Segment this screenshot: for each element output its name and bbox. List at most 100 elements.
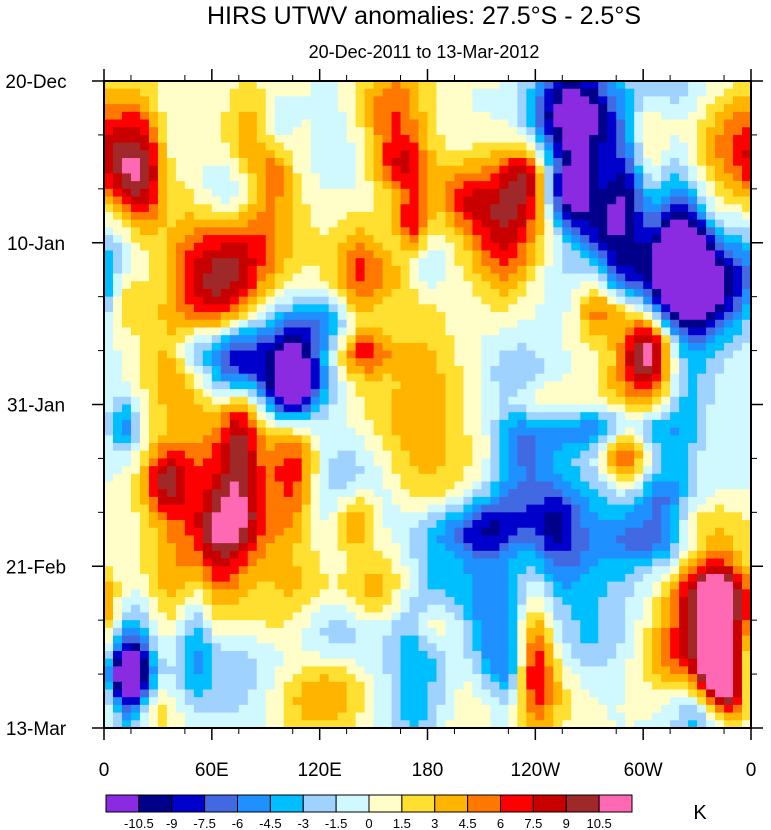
field-cell [202, 373, 213, 382]
field-cell [724, 181, 734, 190]
field-cell [310, 543, 321, 552]
field-cell [328, 427, 339, 436]
field-cell [499, 196, 509, 205]
field-cell [562, 158, 572, 167]
field-cell [283, 211, 294, 221]
field-cell [562, 527, 572, 536]
field-cell [517, 604, 527, 613]
field-cell [157, 273, 168, 282]
field-cell [697, 111, 707, 120]
field-cell [508, 335, 518, 344]
field-cell [220, 219, 231, 228]
field-cell [553, 296, 563, 305]
field-cell [454, 173, 464, 182]
field-cell [688, 512, 698, 521]
field-cell [301, 188, 312, 197]
field-cell [724, 250, 734, 259]
field-cell [742, 181, 752, 190]
field-cell [382, 258, 392, 267]
field-cell [166, 111, 177, 120]
field-cell [184, 319, 195, 328]
field-cell [472, 489, 482, 498]
field-cell [364, 281, 374, 290]
field-cell [247, 88, 258, 97]
field-cell [292, 481, 303, 490]
field-cell [490, 127, 500, 136]
field-cell [580, 504, 590, 513]
field-cell [112, 111, 123, 120]
field-cell [175, 589, 186, 598]
field-cell [301, 304, 312, 313]
field-cell [175, 404, 186, 413]
field-cell [463, 543, 473, 552]
field-cell [130, 581, 141, 590]
field-cell [112, 358, 123, 367]
field-cell [535, 496, 545, 506]
field-cell [175, 235, 186, 244]
field-cell [544, 142, 554, 151]
field-cell [688, 443, 698, 452]
field-cell [634, 211, 644, 221]
field-cell [598, 281, 608, 290]
field-cell [544, 581, 554, 590]
field-cell [157, 211, 168, 221]
field-cell [544, 104, 554, 113]
field-cell [598, 104, 608, 113]
field-cell [679, 173, 689, 182]
field-cell [238, 81, 249, 90]
field-cell [355, 342, 365, 351]
field-cell [130, 88, 141, 97]
field-cell [202, 119, 213, 128]
field-cell [121, 188, 132, 197]
field-cell [724, 558, 734, 567]
field-cell [175, 412, 186, 421]
field-cell [400, 396, 410, 405]
field-cell [427, 96, 437, 105]
field-cell [490, 581, 500, 590]
field-cell [328, 412, 339, 421]
field-cell [301, 219, 312, 228]
field-cell [175, 550, 186, 559]
field-cell [490, 335, 500, 344]
field-cell [490, 281, 500, 290]
field-cell [229, 196, 240, 205]
field-cell [337, 242, 348, 251]
field-cell [508, 211, 518, 221]
field-cell [310, 466, 321, 475]
field-cell [499, 296, 509, 305]
field-cell [724, 481, 734, 490]
field-cell [301, 450, 312, 459]
field-cell [238, 119, 249, 128]
field-cell [517, 373, 527, 382]
field-cell [175, 365, 186, 375]
field-cell [310, 127, 321, 136]
field-cell [652, 119, 662, 128]
field-cell [589, 211, 599, 221]
field-cell [562, 350, 572, 359]
field-cell [121, 196, 132, 205]
field-cell [104, 604, 114, 613]
field-cell [724, 342, 734, 351]
field-cell [220, 227, 231, 236]
field-cell [337, 188, 348, 197]
field-cell [706, 158, 716, 167]
field-cell [193, 181, 204, 190]
field-cell [409, 481, 419, 490]
field-cell [706, 219, 716, 228]
field-cell [571, 504, 581, 513]
field-cell [382, 443, 392, 452]
field-cell [229, 543, 240, 552]
field-cell [229, 288, 240, 298]
field-cell [481, 396, 491, 405]
field-cell [193, 612, 204, 621]
field-cell [409, 443, 419, 452]
field-cell [328, 104, 339, 113]
field-cell [661, 288, 671, 298]
field-cell [688, 265, 698, 274]
field-cell [157, 288, 168, 298]
field-cell [697, 365, 707, 375]
field-cell [157, 342, 168, 351]
field-cell [265, 288, 276, 298]
field-cell [499, 412, 509, 421]
field-cell [346, 158, 357, 167]
